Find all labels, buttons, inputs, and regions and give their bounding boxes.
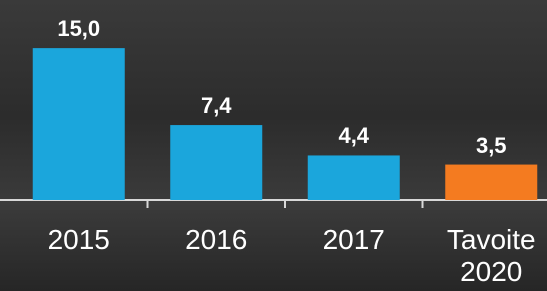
bar	[445, 165, 537, 200]
x-tick-label: 2017	[294, 224, 414, 256]
value-label: 3,5	[441, 133, 541, 159]
value-label: 4,4	[304, 123, 404, 149]
bar	[33, 48, 125, 200]
x-tick-label: 2016	[156, 224, 276, 256]
value-label: 15,0	[29, 16, 129, 42]
bar	[170, 125, 262, 200]
x-tick-label: Tavoite 2020	[431, 224, 547, 288]
value-label: 7,4	[166, 93, 266, 119]
chart: 15,0 2015 7,4 2016 4,4 2017 3,5 Tavoite 2020	[0, 0, 547, 291]
bar	[308, 155, 400, 200]
x-tick-label: 2015	[19, 224, 139, 256]
